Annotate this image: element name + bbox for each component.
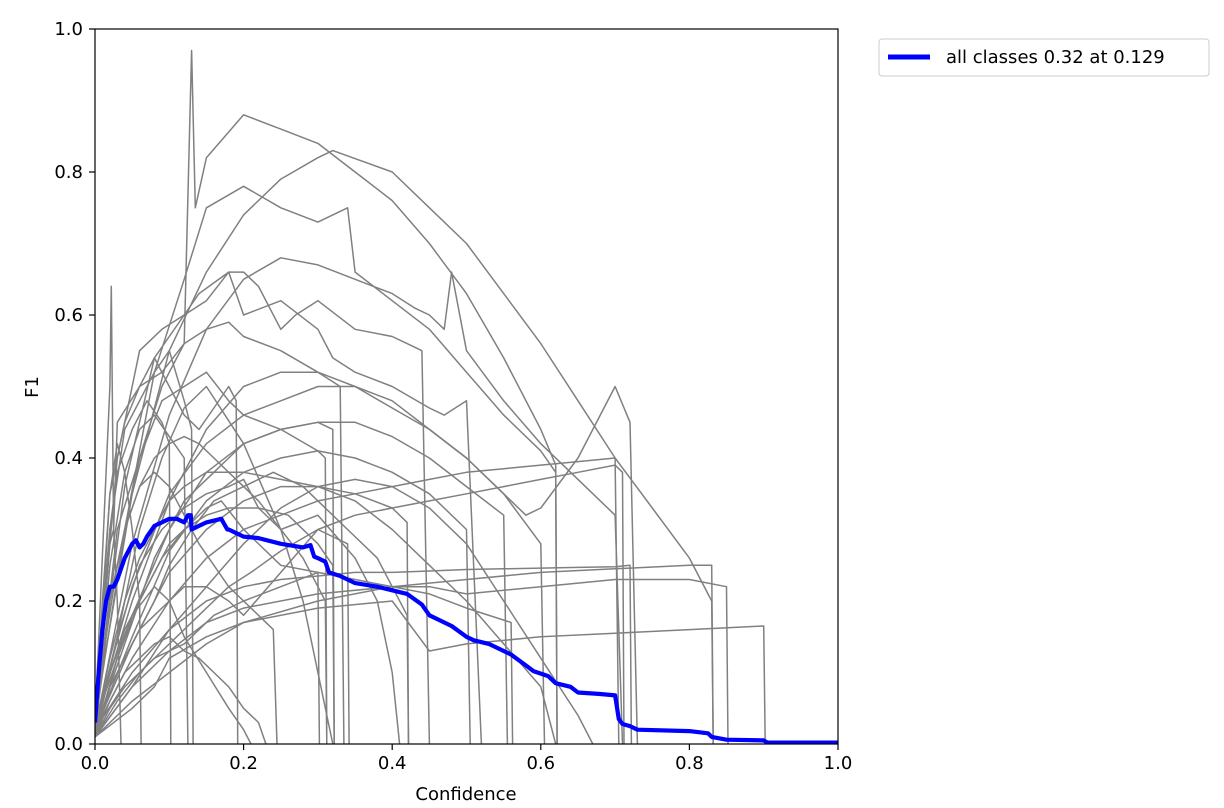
series-line-class-35 <box>95 421 335 744</box>
y-tick-label: 0.4 <box>54 448 83 469</box>
series-line-class-27 <box>95 636 267 744</box>
plot-frame <box>94 28 839 745</box>
y-axis: 0.0 0.2 0.4 0.6 0.8 1.0 <box>54 19 95 755</box>
series-line-class-39 <box>95 585 252 744</box>
x-tick-label: 0.2 <box>229 753 258 774</box>
series-line-class-32 <box>95 435 328 744</box>
series-line-class-37 <box>95 478 594 744</box>
y-axis-label: F1 <box>22 376 43 398</box>
series-line-class-16 <box>95 578 729 744</box>
series-line-class-17 <box>95 600 766 744</box>
legend-label: all classes 0.32 at 0.129 <box>946 47 1165 68</box>
class-curves <box>95 49 766 744</box>
series-line-class-3 <box>95 185 558 744</box>
series-line-class-18 <box>95 371 328 744</box>
y-tick-label: 0.8 <box>54 162 83 183</box>
series-line-class-29 <box>95 442 142 744</box>
series-line-class-13 <box>95 457 620 744</box>
y-tick-label: 1.0 <box>54 19 83 40</box>
x-tick-label: 0.6 <box>526 753 555 774</box>
series-line-class-8 <box>95 371 639 744</box>
x-axis-label: Confidence <box>415 784 516 805</box>
series-line-class-28 <box>95 571 321 744</box>
x-axis: 0.0 0.2 0.4 0.6 0.8 1.0 <box>81 744 853 774</box>
series-line-class-38 <box>95 385 334 744</box>
series-line-class-19 <box>95 357 239 744</box>
y-tick-label: 0.2 <box>54 591 83 612</box>
series-line-class-5 <box>95 271 483 744</box>
y-tick-label: 0.0 <box>54 734 83 755</box>
series-line-class-31 <box>95 400 172 744</box>
x-tick-label: 1.0 <box>824 753 853 774</box>
series-line-class-21 <box>95 414 189 744</box>
series-line-class-36 <box>95 471 557 744</box>
series-line-class-25 <box>95 507 335 744</box>
series-line-class-34 <box>95 464 625 744</box>
series-line-class-7 <box>95 285 345 744</box>
y-tick-label: 0.6 <box>54 305 83 326</box>
legend-box <box>878 38 1210 77</box>
series-line-all-classes <box>95 513 838 744</box>
summary-curve-group <box>95 513 838 744</box>
x-tick-label: 0.4 <box>378 753 407 774</box>
series-line-class-6 <box>95 271 431 744</box>
series-line-class-14 <box>95 564 633 744</box>
x-tick-label: 0.0 <box>81 753 110 774</box>
series-line-class-1 <box>95 49 558 744</box>
legend: all classes 0.32 at 0.129 <box>878 38 1210 77</box>
x-tick-label: 0.8 <box>675 753 704 774</box>
series-line-class-2 <box>95 149 714 744</box>
